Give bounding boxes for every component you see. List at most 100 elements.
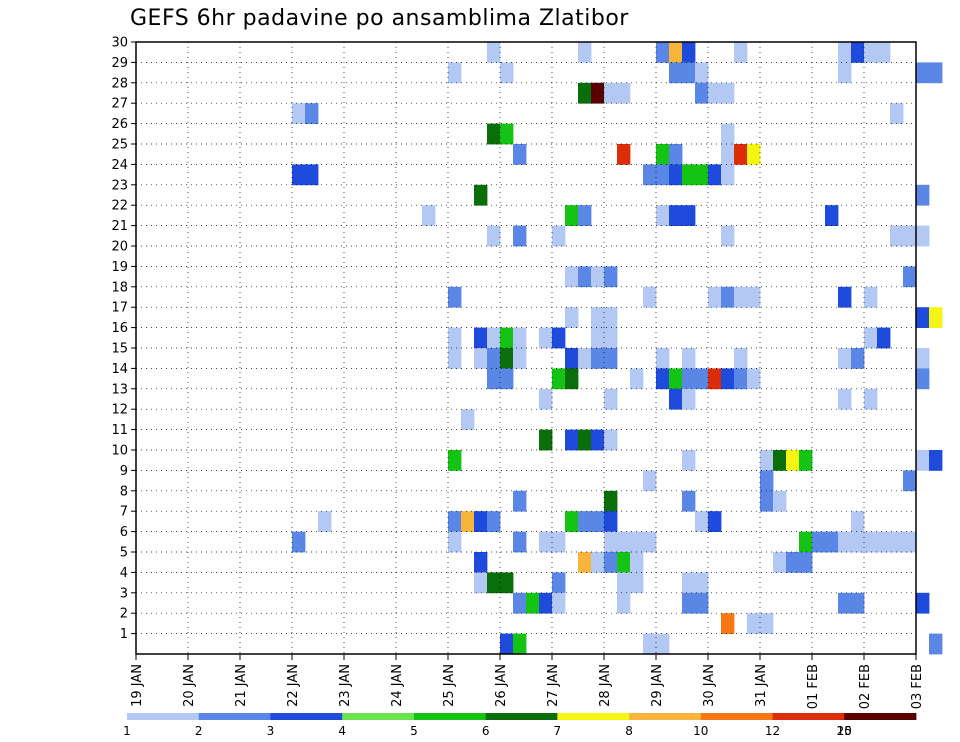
cell [929,62,943,84]
cell [669,388,683,410]
cell [656,42,670,63]
grid-lines [136,42,916,654]
cell [864,388,878,410]
x-tick-label: 02 FEB [858,664,873,709]
y-tick-label: 8 [120,484,128,499]
cell [877,327,891,349]
legend-swatch [700,713,773,720]
cell [760,450,774,471]
cell [773,450,787,471]
cell [500,62,514,84]
cell [669,164,683,186]
cell [916,450,930,471]
cell [721,82,735,104]
cell [682,490,696,512]
cell [682,572,696,594]
cell [318,511,332,532]
cell [604,327,618,349]
cell [838,62,852,84]
legend-swatch [413,713,486,720]
cell [669,205,683,226]
cell-layer [292,42,943,655]
cell [474,184,488,206]
cell [708,82,722,104]
cell [474,511,488,532]
y-tick-label: 27 [111,97,128,112]
cell [734,286,748,308]
cell [890,103,904,124]
cell [513,531,527,553]
legend-label: 8 [625,724,633,738]
cell [721,368,735,390]
cell [851,511,865,532]
cell [643,164,657,186]
legend-label: 1 [123,724,131,738]
cell [630,552,644,573]
legend-label: 2 [195,724,203,738]
cell [487,42,501,63]
cell [916,348,930,369]
cell [604,307,618,328]
legend-label: 6 [482,724,490,738]
cell [721,144,735,165]
legend-swatch [557,713,630,720]
legend-swatch [772,713,845,720]
cell [500,123,514,145]
cell [708,286,722,308]
cell [604,531,618,553]
cell [669,62,683,84]
y-tick-label: 2 [120,607,128,622]
cell [591,82,605,104]
cell [448,327,462,349]
cell [292,103,306,124]
legend-label: 3 [267,724,275,738]
cell [565,307,579,328]
cell [695,62,709,84]
cell [682,164,696,186]
x-tick-label: 26 JAN [494,664,509,707]
cell [630,572,644,594]
cell [838,592,852,614]
y-tick-label: 12 [111,403,128,418]
cell [500,633,514,655]
cell [487,123,501,145]
y-tick-label: 22 [111,199,128,214]
cell [578,266,592,288]
cell [864,42,878,63]
y-tick-label: 25 [111,138,128,153]
cell [578,511,592,532]
cell [552,327,566,349]
x-tick-label: 23 JAN [338,664,353,707]
cell [656,368,670,390]
cell [565,368,579,390]
cell [578,205,592,226]
cell [760,613,774,634]
cell [604,388,618,410]
cell [604,552,618,573]
cell [734,368,748,390]
cell [838,388,852,410]
cell [591,348,605,369]
cell [448,348,462,369]
cell [604,490,618,512]
cell [487,225,501,247]
cell [552,531,566,553]
cell [669,368,683,390]
y-tick-label: 13 [111,382,128,397]
chart-title: GEFS 6hr padavine po ansamblima Zlatibor [130,6,629,31]
cell [838,531,852,553]
cell [838,42,852,63]
cell [500,368,514,390]
x-tick-label: 01 FEB [806,664,821,709]
cell [864,531,878,553]
cell [487,348,501,369]
cell [448,286,462,308]
cell [916,62,930,84]
cell [916,184,930,206]
cell [695,511,709,532]
x-tick-label: 25 JAN [442,664,457,707]
y-tick-label: 29 [111,56,128,71]
cell [604,511,618,532]
